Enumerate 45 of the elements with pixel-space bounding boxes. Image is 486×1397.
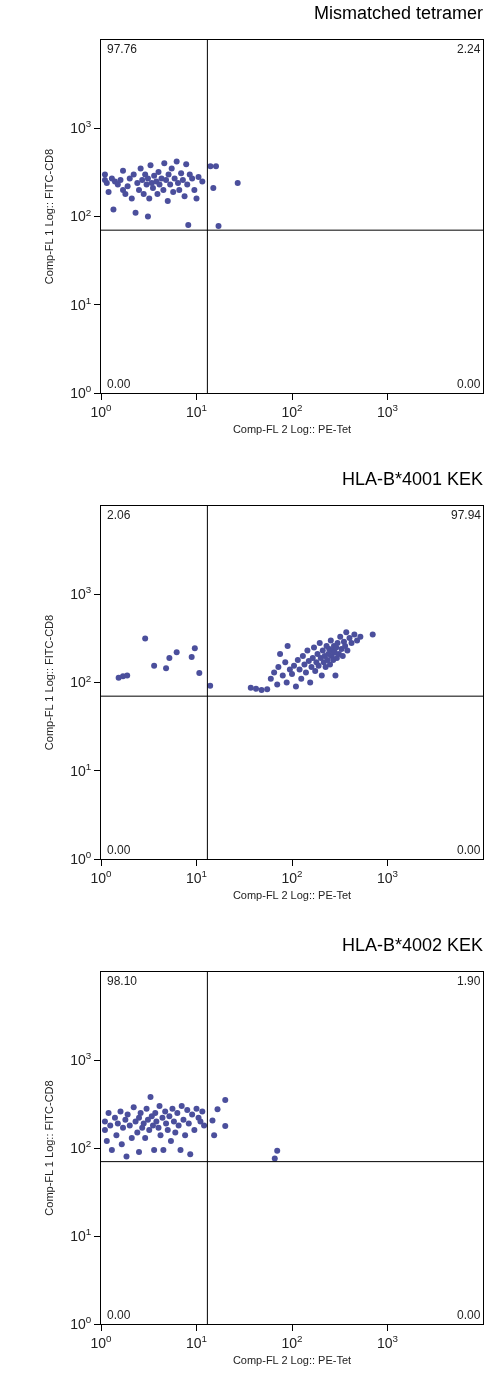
annotation: 97.94 [451,508,482,522]
chart-title: Mismatched tetramer [313,3,483,24]
x-tick-label: 10$^{1}$ [185,867,208,886]
y-tick-label: 10$^{0}$ [70,849,92,867]
y-axis-title: Comp-FL 1 Log:: FITC-CD8 [42,1080,55,1216]
y-tick-label: 10$^{2}$ [70,1138,92,1156]
x-tick-label: 10$^{0}$ [90,401,113,420]
annotation: 0.00 [457,377,481,391]
annotation: 0.00 [457,1308,481,1322]
y-tick-label: 10$^{1}$ [70,1226,92,1244]
y-tick-label: 10$^{0}$ [70,1314,92,1332]
x-axis-title: Comp-FL 2 Log:: PE-Tet [232,423,352,435]
x-tick-label: 10$^{3}$ [376,401,399,420]
x-tick-label: 10$^{3}$ [376,1332,399,1351]
y-axis-title: Comp-FL 1 Log:: FITC-CD8 [42,614,55,751]
annotation: 0.00 [107,1308,131,1322]
annotation: 2.06 [107,508,131,522]
y-tick-label: 10$^{3}$ [70,584,92,603]
y-tick-label: 10$^{3}$ [70,1050,92,1068]
y-tick-label: 10$^{2}$ [70,672,92,691]
x-tick-label: 10$^{0}$ [90,867,113,886]
annotation: 0.00 [107,377,131,391]
y-tick-label: 10$^{1}$ [70,760,92,779]
x-tick-label: 10$^{3}$ [376,867,399,886]
y-axis-title: Comp-FL 1 Log:: FITC-CD8 [42,148,55,285]
x-axis-title: Comp-FL 2 Log:: PE-Tet [232,1354,352,1366]
x-tick-label: 10$^{0}$ [90,1332,113,1351]
annotation: 98.10 [107,974,138,988]
x-tick-label: 10$^{2}$ [281,867,303,886]
annotation: 97.76 [107,42,138,56]
x-tick-label: 10$^{2}$ [281,401,303,420]
x-axis-title: Comp-FL 2 Log:: PE-Tet [232,889,352,901]
x-tick-label: 10$^{2}$ [281,1332,303,1351]
x-tick-label: 10$^{1}$ [185,1332,208,1351]
annotation: 2.24 [457,42,481,56]
y-tick-label: 10$^{2}$ [70,206,92,225]
y-tick-label: 10$^{3}$ [70,118,92,137]
y-tick-label: 10$^{0}$ [70,383,92,401]
y-tick-label: 10$^{1}$ [70,294,92,313]
chart-title: HLA-B*4002 KEK [341,935,483,956]
annotation: 0.00 [457,843,481,857]
x-tick-label: 10$^{1}$ [185,401,208,420]
annotation: 0.00 [107,843,131,857]
chart-title: HLA-B*4001 KEK [341,469,483,490]
annotation: 1.90 [457,974,481,988]
